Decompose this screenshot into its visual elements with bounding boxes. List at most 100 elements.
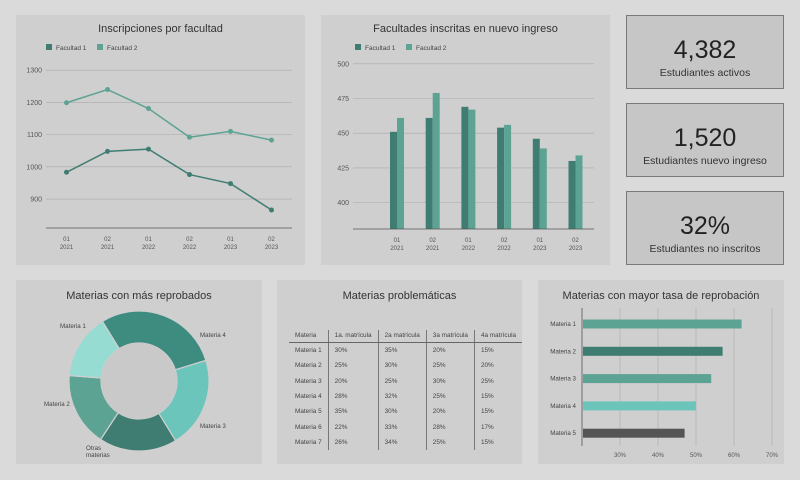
y-tick-label: Materia 1: [550, 321, 576, 328]
table-cell: 20%: [327, 373, 379, 389]
bar-chart-panel: Facultades inscritas en nuevo ingreso Fa…: [321, 15, 610, 265]
table-cell: 30%: [425, 373, 475, 389]
slice-label: Otras: [86, 445, 101, 452]
data-point: [146, 146, 151, 152]
table-row: Materia 6 22% 33% 28% 17%: [289, 419, 523, 435]
slice-label: Materia 2: [44, 401, 70, 408]
data-point: [228, 181, 233, 187]
x-tick-label: 01: [145, 237, 152, 243]
y-tick-label: 500: [337, 61, 349, 68]
data-point: [105, 87, 110, 93]
table-cell: 17%: [473, 419, 523, 435]
legend-label: Facultad 1: [56, 45, 87, 52]
x-tick-label: 50%: [690, 453, 703, 459]
donut-hole: [101, 343, 177, 419]
kpi-label: Estudiantes activos: [659, 67, 751, 79]
table-cell: Materia 2: [295, 362, 322, 370]
table-cell: 28%: [327, 388, 379, 405]
series-line: [66, 148, 272, 211]
x-tick-label: 2021: [426, 246, 440, 252]
line-chart: Facultad 1 Facultad 2 1300 1200 1100 1000 900 0…: [26, 44, 292, 251]
table-cell: Materia 5: [295, 408, 322, 416]
data-point: [105, 148, 110, 154]
table-cell: Materia 4: [295, 393, 322, 401]
kpi-new-students: 1,520 Estudiantes nuevo ingreso: [626, 103, 784, 177]
slice-label: Materia 4: [200, 332, 226, 339]
table-row: Materia 2 25% 30% 25% 20%: [289, 358, 523, 374]
x-tick-label: 01: [63, 237, 70, 243]
table-cell: 15%: [473, 342, 523, 359]
y-tick-label: 475: [337, 96, 349, 103]
table-cell: 25%: [425, 388, 475, 405]
x-tick-label: 2023: [224, 245, 238, 251]
data-point: [64, 169, 69, 175]
y-tick-label: 450: [337, 131, 349, 138]
bar: [390, 131, 397, 229]
y-tick-label: 400: [337, 200, 349, 207]
x-tick-label: 2021: [60, 245, 74, 251]
table-row: Materia 1 30% 35% 20% 15%: [289, 342, 523, 359]
column-header: 3a matrícula: [425, 330, 475, 343]
slice-label: materias: [86, 452, 110, 459]
y-tick-label: Materia 3: [550, 376, 576, 383]
legend-swatch: [355, 44, 361, 50]
table-cell: Materia 3: [295, 377, 322, 385]
donut-chart: Materia 1 Materia 4 Materia 3 Otrasmaterias…: [44, 310, 226, 459]
x-tick-label: 01: [465, 238, 472, 244]
table-cell: 15%: [473, 434, 523, 451]
y-tick-label: Materia 2: [550, 348, 576, 355]
kpi-value: 32%: [679, 212, 731, 240]
x-tick-label: 2023: [533, 246, 547, 252]
x-tick-label: 40%: [652, 453, 665, 459]
x-tick-label: 60%: [728, 453, 741, 459]
slice-label: Materia 1: [60, 323, 86, 330]
data-point: [146, 106, 151, 112]
bar: [425, 117, 433, 229]
bar: [583, 346, 723, 356]
x-tick-label: 02: [429, 238, 436, 244]
bar: [497, 127, 505, 229]
table-cell: Materia 7: [295, 438, 322, 446]
table-cell: 15%: [473, 404, 523, 420]
table-cell: 33%: [377, 419, 427, 435]
x-tick-label: 01: [227, 237, 234, 243]
bar: [539, 148, 547, 229]
bar: [568, 160, 576, 229]
table-cell: 15%: [473, 388, 523, 405]
y-tick-label: 1100: [27, 132, 42, 139]
y-tick-label: Materia 5: [550, 430, 576, 437]
table-title: Materias problemáticas: [342, 290, 457, 302]
legend-swatch: [46, 44, 52, 50]
bar-chart: Facultad 1 Facultad 2 500 475 450 425 400 01 202…: [337, 44, 594, 252]
x-tick-label: 2022: [497, 246, 511, 252]
table-cell: 35%: [377, 342, 427, 359]
line-chart-panel: Inscripciones por facultad Facultad 1 Fac…: [16, 15, 305, 265]
kpi-value: 1,520: [673, 124, 737, 152]
column-header: 2a matrícula: [377, 330, 427, 343]
x-tick-label: 70%: [766, 453, 779, 459]
donut-chart-title: Materias con más reprobados: [66, 290, 212, 302]
x-tick-label: 02: [104, 237, 111, 243]
x-tick-label: 2023: [265, 245, 279, 251]
legend-label: Facultad 2: [416, 45, 447, 52]
column-header: Materia: [289, 330, 329, 343]
table-cell: 34%: [377, 434, 427, 451]
table-cell: Materia 6: [295, 423, 322, 431]
kpi-label: Estudiantes no inscritos: [649, 243, 761, 255]
kpi-label: Estudiantes nuevo ingreso: [643, 155, 767, 167]
x-tick-label: 2022: [183, 245, 197, 251]
table-cell: Materia 1: [295, 347, 322, 355]
y-tick-label: 425: [337, 165, 349, 172]
y-tick-label: 1300: [26, 68, 42, 75]
table-cell: 25%: [327, 358, 379, 374]
problem-subjects-table: Materia 1a. matrícula 2a matrícula 3a ma…: [289, 330, 523, 451]
line-chart-title: Inscripciones por facultad: [98, 23, 223, 35]
hbar-chart-panel: Materias con mayor tasa de reprobación 3…: [538, 280, 784, 464]
x-tick-label: 01: [394, 238, 401, 244]
table-cell: 35%: [327, 404, 379, 420]
table-cell: 25%: [425, 358, 475, 374]
x-tick-label: 02: [572, 238, 579, 244]
table-row: Materia 7 26% 34% 25% 15%: [289, 434, 523, 451]
table-header-row: Materia 1a. matrícula 2a matrícula 3a ma…: [289, 330, 523, 343]
x-tick-label: 2021: [390, 246, 404, 252]
